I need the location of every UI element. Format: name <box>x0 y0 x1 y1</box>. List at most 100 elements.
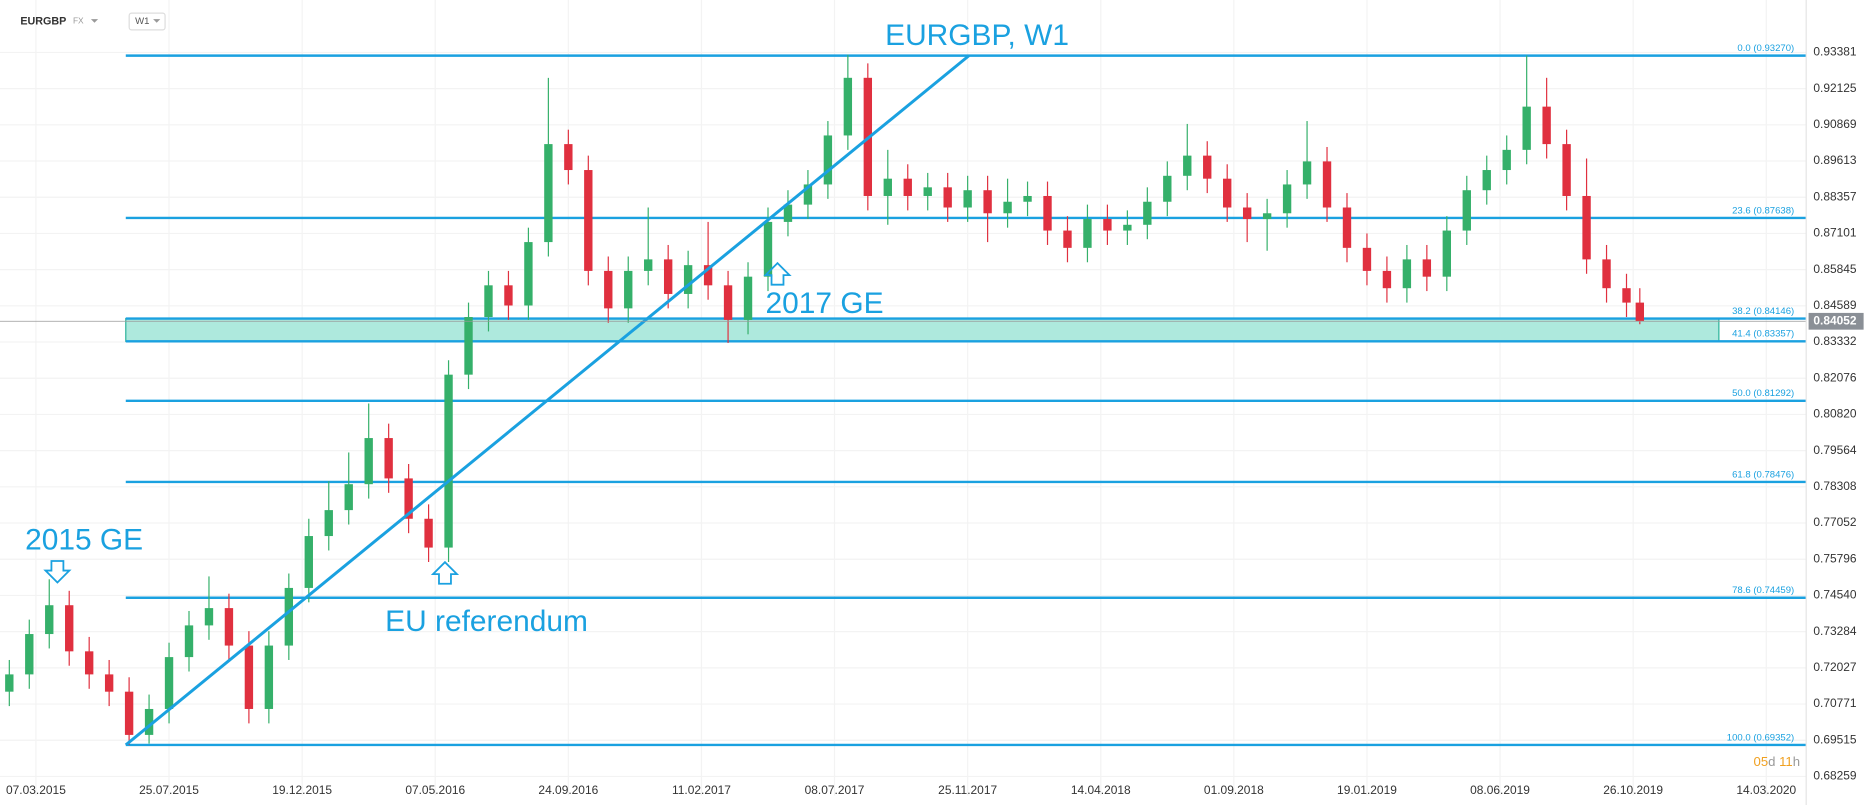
candle-body <box>204 608 214 626</box>
candle-body <box>743 276 753 320</box>
candles <box>5 54 1645 745</box>
candle-body <box>104 674 114 692</box>
candle-body <box>1342 207 1352 248</box>
candle-body <box>963 190 972 208</box>
fib-label: 100.0 (0.69352) <box>1727 732 1794 743</box>
y-tick-label: 0.75796 <box>1813 551 1857 565</box>
interval-box[interactable] <box>128 12 166 31</box>
candle-body <box>1282 184 1292 214</box>
x-tick-label: 07.05.2016 <box>405 783 465 797</box>
candle-body <box>1522 106 1531 150</box>
x-tick-label: 11.02.2017 <box>672 783 731 797</box>
candle-body <box>624 270 633 309</box>
candle-body <box>1043 195 1052 231</box>
y-tick-label: 0.78308 <box>1813 479 1857 493</box>
x-tick-label: 25.11.2017 <box>938 783 997 797</box>
candle-body <box>763 221 773 277</box>
candle-body <box>1542 106 1551 145</box>
market: FX <box>73 16 84 26</box>
candle-body <box>1023 195 1032 202</box>
candle-body <box>783 204 793 222</box>
x-tick-label: 07.03.2015 <box>6 783 66 797</box>
overlay <box>0 54 1807 747</box>
candle-body <box>1003 201 1012 214</box>
fib-label: 0.0 (0.93270) <box>1737 43 1794 54</box>
candle-body <box>404 478 413 519</box>
y-tick-label: 0.80820 <box>1813 407 1857 421</box>
y-tick-label: 0.79564 <box>1813 443 1857 457</box>
candle-body <box>943 187 952 208</box>
x-tick-label: 14.04.2018 <box>1071 783 1131 797</box>
y-tick-label: 0.72027 <box>1813 660 1857 674</box>
candle-body <box>1622 288 1631 303</box>
candle-body <box>1442 230 1452 277</box>
interval[interactable]: W1 <box>135 16 149 27</box>
candle-body <box>144 708 154 735</box>
price-label: 0.84052 <box>1813 313 1857 327</box>
candle-body <box>84 651 94 675</box>
x-tick-label: 24.09.2016 <box>538 783 598 797</box>
candle-body <box>304 536 313 588</box>
arrow-up <box>763 261 792 286</box>
y-tick-label: 0.68259 <box>1813 769 1857 783</box>
y-tick-label: 0.90869 <box>1813 117 1857 131</box>
candle-body <box>1063 230 1072 248</box>
x-tick-label: 08.07.2017 <box>805 783 865 797</box>
symbol: EURGBP <box>20 15 66 27</box>
candle-body <box>1203 155 1212 179</box>
trend-line <box>124 54 970 747</box>
market-caret <box>90 19 99 23</box>
candle-body <box>1242 207 1252 220</box>
candle-body <box>424 518 433 548</box>
candle-body <box>683 265 693 294</box>
x-tick-label: 19.01.2019 <box>1337 783 1397 797</box>
candle-body <box>803 184 813 205</box>
interval-caret <box>153 19 161 23</box>
candle-body <box>504 285 513 306</box>
y-tick-label: 0.77052 <box>1813 515 1857 529</box>
chart-title: EURGBP, W1 <box>885 19 1069 52</box>
candle-body <box>224 608 234 646</box>
x-tick-label: 08.06.2019 <box>1470 783 1530 797</box>
y-tick-label: 0.89613 <box>1813 153 1857 167</box>
arrow-up <box>430 560 460 585</box>
y-tick-label: 0.69515 <box>1813 732 1857 746</box>
y-tick-label: 0.88357 <box>1813 189 1857 203</box>
x-tick-label: 25.07.2015 <box>139 783 199 797</box>
y-tick-label: 0.73284 <box>1813 624 1857 638</box>
fib-label: 41.4 (0.83357) <box>1732 329 1794 340</box>
candle-body <box>264 645 274 709</box>
candle-body <box>1362 247 1372 271</box>
candle-body <box>25 634 34 675</box>
fib-label: 23.6 (0.87638) <box>1732 205 1794 216</box>
candle-body <box>644 259 653 271</box>
candle-body <box>1582 195 1591 260</box>
x-tick-label: 14.03.2020 <box>1736 783 1796 797</box>
y-tick-label: 0.92125 <box>1813 81 1857 95</box>
candle-body <box>1223 178 1232 208</box>
y-tick-label: 0.85845 <box>1813 262 1857 276</box>
candle-body <box>1602 259 1611 289</box>
candle-body <box>1262 213 1272 220</box>
fib-label: 61.8 (0.78476) <box>1732 469 1794 480</box>
countdown-unit: d <box>1768 755 1775 770</box>
candle-body <box>1083 219 1092 248</box>
candle-body <box>923 187 932 196</box>
y-tick-label: 0.83332 <box>1813 334 1857 348</box>
candle-body <box>1143 201 1152 225</box>
price-tag <box>1808 312 1864 330</box>
x-tick-label: 01.09.2018 <box>1204 783 1264 797</box>
candle-body <box>484 285 493 318</box>
countdown-days: 05 <box>1754 755 1769 770</box>
candle-body <box>1402 259 1412 289</box>
candle-body <box>444 374 453 548</box>
candle-body <box>384 438 393 479</box>
candle-body <box>883 178 892 196</box>
candle-body <box>1302 161 1312 185</box>
candle-body <box>344 484 353 511</box>
candle-body <box>1422 259 1432 277</box>
candle-body <box>324 510 333 537</box>
candle-body <box>1382 270 1392 289</box>
fib-label: 78.6 (0.74459) <box>1732 585 1794 596</box>
